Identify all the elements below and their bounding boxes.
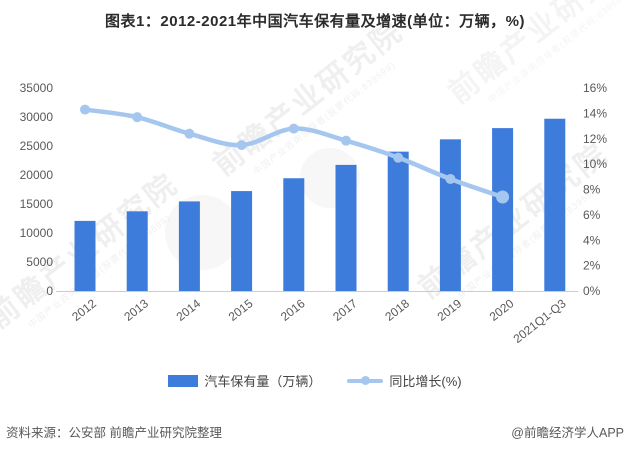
legend-label-bar-series: 汽车保有量（万辆） [204, 374, 322, 389]
x-axis-tick-label: 2017 [330, 296, 360, 324]
bar-2016 [283, 178, 305, 291]
bar-2015 [231, 191, 253, 291]
left-axis-tick-label: 5000 [26, 255, 53, 269]
bar-2014 [178, 201, 200, 291]
left-axis-tick-label: 30000 [20, 110, 54, 124]
x-axis-tick-label: 2018 [382, 296, 412, 324]
line-point-2016 [288, 123, 299, 134]
line-series-swatch-icon [347, 376, 384, 385]
x-axis-tick-label: 2014 [174, 296, 204, 324]
line-point-2018 [393, 152, 404, 163]
x-axis-tick-label: 2020 [487, 296, 517, 324]
line-point-2017 [341, 135, 351, 146]
line-point-2019 [445, 173, 456, 184]
bar-2020 [492, 128, 514, 291]
legend-item-line-series: 同比增长(%) [347, 371, 462, 390]
legend-label-line-series: 同比增长(%) [389, 374, 462, 389]
line-point-2013 [132, 112, 143, 123]
left-axis-tick-label: 20000 [20, 168, 54, 182]
credit-note: @前瞻经济学人APP [511, 426, 624, 440]
figure-footer: 资料来源：公安部 前瞻产业研究院整理 @前瞻经济学人APP [6, 422, 624, 441]
bar-2017 [335, 164, 357, 291]
left-axis-tick-label: 0 [46, 284, 53, 298]
bar-2019 [439, 139, 461, 291]
bar-2012 [74, 220, 96, 291]
right-axis-tick-label: 4% [583, 233, 601, 247]
right-axis-tick-label: 12% [583, 132, 607, 146]
right-axis-tick-label: 6% [583, 208, 601, 222]
data-source-note: 资料来源：公安部 前瞻产业研究院整理 [6, 426, 222, 440]
x-axis-tick-label: 2013 [121, 296, 151, 324]
left-axis-tick-label: 15000 [20, 197, 54, 211]
chart-title: 图表1：2012-2021年中国汽车保有量及增速(单位：万辆，%) [105, 13, 525, 30]
right-axis-tick-label: 14% [583, 106, 607, 120]
chart-legend: 汽车保有量（万辆） 同比增长(%) [0, 371, 630, 390]
x-axis-tick-label: 2016 [278, 296, 308, 324]
x-axis-tick-label: 2021Q1-Q3 [511, 296, 569, 346]
right-axis-tick-label: 10% [583, 157, 607, 171]
x-axis-tick-label: 2019 [435, 296, 465, 324]
bar-2021Q1-Q3 [544, 118, 566, 292]
right-axis-tick-label: 2% [583, 259, 601, 273]
left-axis-tick-label: 25000 [20, 139, 54, 153]
x-axis-tick-label: 2012 [69, 296, 99, 324]
bar-2013 [126, 211, 148, 291]
left-axis-tick-label: 10000 [20, 226, 54, 240]
bar-2018 [387, 151, 409, 291]
right-axis-tick-label: 16% [583, 81, 607, 95]
line-series-dot-icon [360, 376, 370, 385]
line-point-2012 [80, 104, 90, 115]
line-point-2015 [236, 140, 247, 151]
legend-item-bar-series: 汽车保有量（万辆） [168, 371, 321, 390]
right-axis-tick-label: 0% [583, 284, 601, 298]
line-point-2020 [496, 190, 510, 204]
right-axis-tick-label: 8% [583, 183, 601, 197]
left-axis-tick-label: 35000 [20, 81, 54, 95]
x-axis-tick-label: 2015 [226, 296, 256, 324]
bar-series-swatch-icon [168, 374, 199, 387]
line-point-2014 [184, 128, 195, 139]
